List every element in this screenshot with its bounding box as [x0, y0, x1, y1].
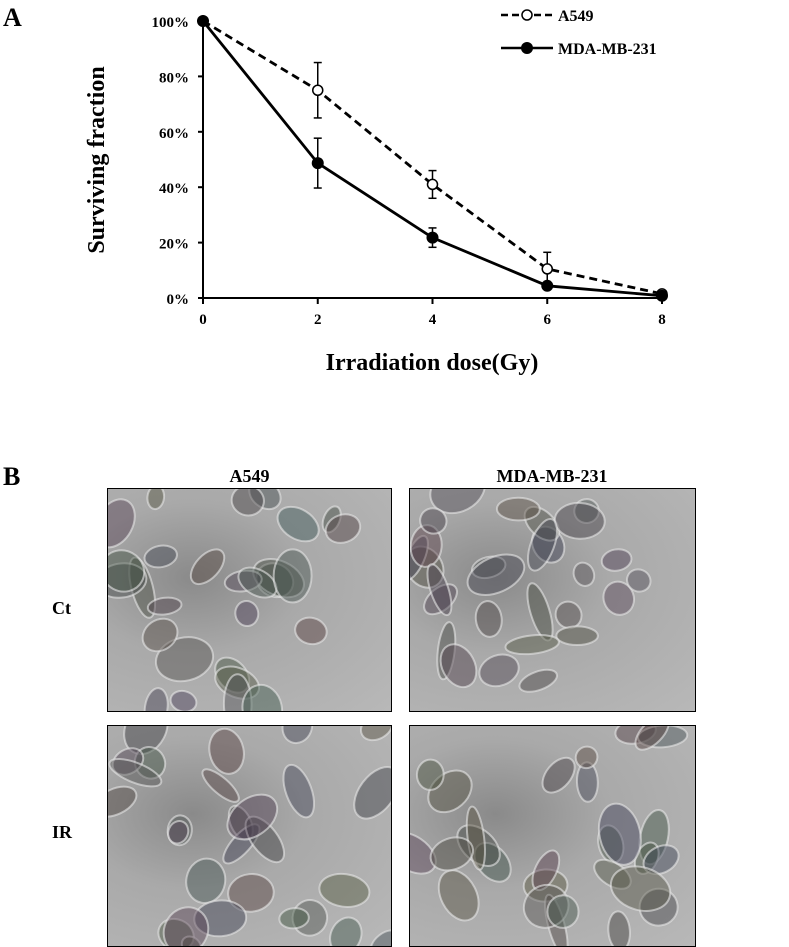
- micrograph-mda-ct: [409, 488, 696, 712]
- micrograph-a549-ir: [107, 725, 392, 947]
- cell-texture: [108, 726, 391, 946]
- x-axis-label: Irradiation dose(Gy): [326, 350, 539, 376]
- data-point-mda: [541, 279, 554, 292]
- data-point-a549: [426, 178, 439, 191]
- y-tick-label: 60%: [159, 126, 189, 142]
- x-tick-label: 4: [429, 312, 437, 328]
- data-point-a549: [541, 263, 553, 275]
- legend-marker-mda: [521, 42, 533, 54]
- micrograph-a549-ct: [107, 488, 392, 712]
- x-tick-label: 8: [658, 312, 666, 328]
- row-label-ct: Ct: [52, 598, 71, 618]
- legend-marker-a549: [521, 9, 533, 21]
- data-point-mda: [311, 157, 324, 170]
- y-tick-label: 80%: [159, 70, 189, 86]
- x-tick-label: 2: [314, 312, 322, 328]
- legend: A549 MDA-MB-231: [501, 8, 657, 58]
- column-title-a549: A549: [229, 466, 270, 486]
- y-tick-label: 0%: [167, 292, 190, 308]
- cell-texture: [410, 726, 689, 946]
- micrograph-mda-ir: [409, 725, 696, 947]
- panel-label-b: B: [3, 462, 21, 491]
- y-tick-label: 100%: [152, 15, 190, 31]
- column-title-mda: MDA-MB-231: [496, 466, 608, 486]
- series-line-a549: [202, 19, 663, 296]
- data-point-a549: [312, 84, 324, 96]
- survival-chart: 0 2 4 6 80%20%40%60%80%100% Irradiation dose…: [84, 8, 668, 376]
- data-point-mda: [426, 231, 439, 244]
- row-label-ir: IR: [52, 822, 73, 842]
- panel-label-a: A: [3, 3, 22, 32]
- data-point-mda: [656, 289, 668, 302]
- y-tick-label: 20%: [159, 237, 189, 253]
- legend-label-mda: MDA-MB-231: [558, 41, 657, 58]
- cell-texture: [108, 489, 362, 711]
- x-tick-label: 0: [199, 312, 207, 328]
- data-point-mda: [197, 15, 209, 27]
- y-axis-label: Surviving fraction: [84, 66, 110, 253]
- x-tick-label: 6: [544, 312, 552, 328]
- y-tick-label: 40%: [159, 181, 189, 197]
- cell-texture: [410, 489, 652, 693]
- legend-label-a549: A549: [558, 8, 594, 25]
